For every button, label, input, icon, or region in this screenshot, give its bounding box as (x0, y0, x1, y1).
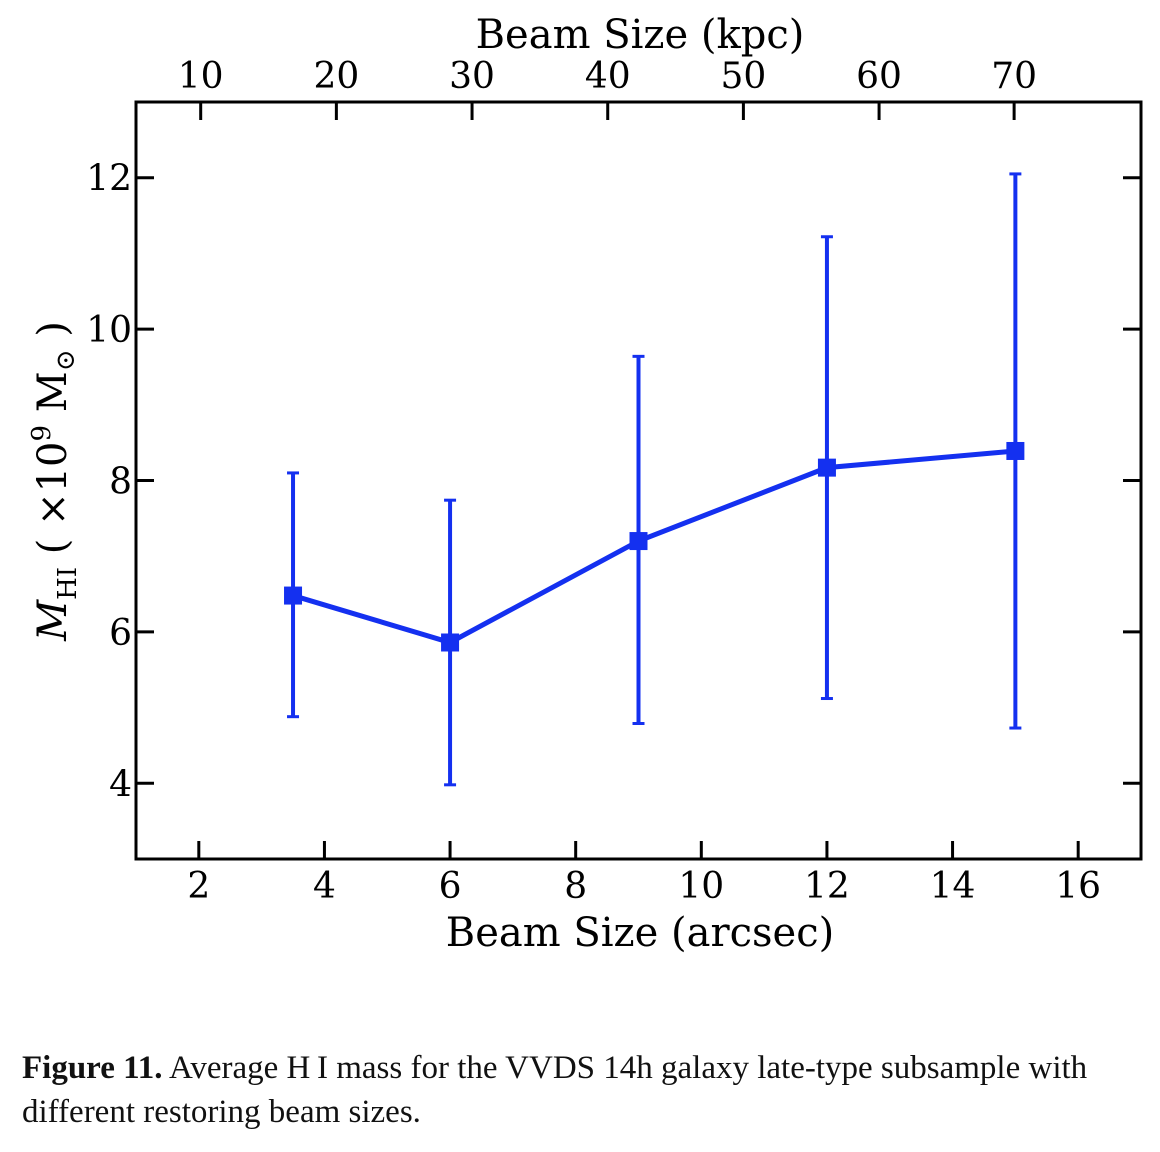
x-tick-label-top: 70 (991, 56, 1037, 97)
series-layer (284, 172, 1025, 787)
x-tick-label-bottom: 2 (187, 866, 210, 907)
y-tick-label: 10 (86, 310, 132, 351)
x-tick-label-bottom: 10 (678, 866, 724, 907)
x-tick-label-top: 30 (449, 56, 495, 97)
x-tick-label-bottom: 16 (1055, 866, 1101, 907)
tick-labels: 2 4 6 8 10 12 14 16 10 20 30 40 50 60 70 4 6 8 10 12 (86, 56, 1101, 907)
caption-label: Figure 11. (22, 1050, 163, 1086)
x-tick-label-bottom: 6 (439, 866, 462, 907)
y-tick-label: 6 (109, 613, 132, 654)
x-tick-label-bottom: 14 (930, 866, 976, 907)
chart: 2 4 6 8 10 12 14 16 10 20 30 40 50 60 70 4 6 8 10 12 Beam S… (27, 12, 1143, 956)
x-tick-label-bottom: 12 (804, 866, 850, 907)
y-tick-label: 8 (109, 462, 132, 503)
series-line (292, 448, 1016, 646)
x-tick-label-top: 20 (313, 56, 359, 97)
x-tick-label-bottom: 8 (564, 866, 587, 907)
x-axis-title-top: Beam Size (kpc) (476, 12, 805, 58)
y-axis-title: MHI ( ×109 M⊙ ) (27, 321, 83, 642)
data-point (629, 532, 648, 551)
data-point (817, 458, 836, 477)
x-tick-label-top: 50 (720, 56, 766, 97)
data-point (1006, 441, 1025, 460)
axis-ticks (136, 102, 1141, 859)
x-tick-label-bottom: 4 (313, 866, 336, 907)
x-tick-label-top: 10 (178, 56, 224, 97)
y-tick-label: 12 (86, 159, 132, 200)
x-axis-title-bottom: Beam Size (arcsec) (446, 910, 834, 956)
caption-text: Average H I mass for the VVDS 14h galaxy… (22, 1050, 1088, 1130)
y-tick-label: 4 (109, 764, 132, 805)
figure-caption: Figure 11. Average H I mass for the VVDS… (22, 1046, 1152, 1134)
x-tick-label-top: 60 (856, 56, 902, 97)
x-tick-label-top: 40 (585, 56, 631, 97)
data-point (284, 586, 303, 605)
data-point (441, 633, 460, 652)
